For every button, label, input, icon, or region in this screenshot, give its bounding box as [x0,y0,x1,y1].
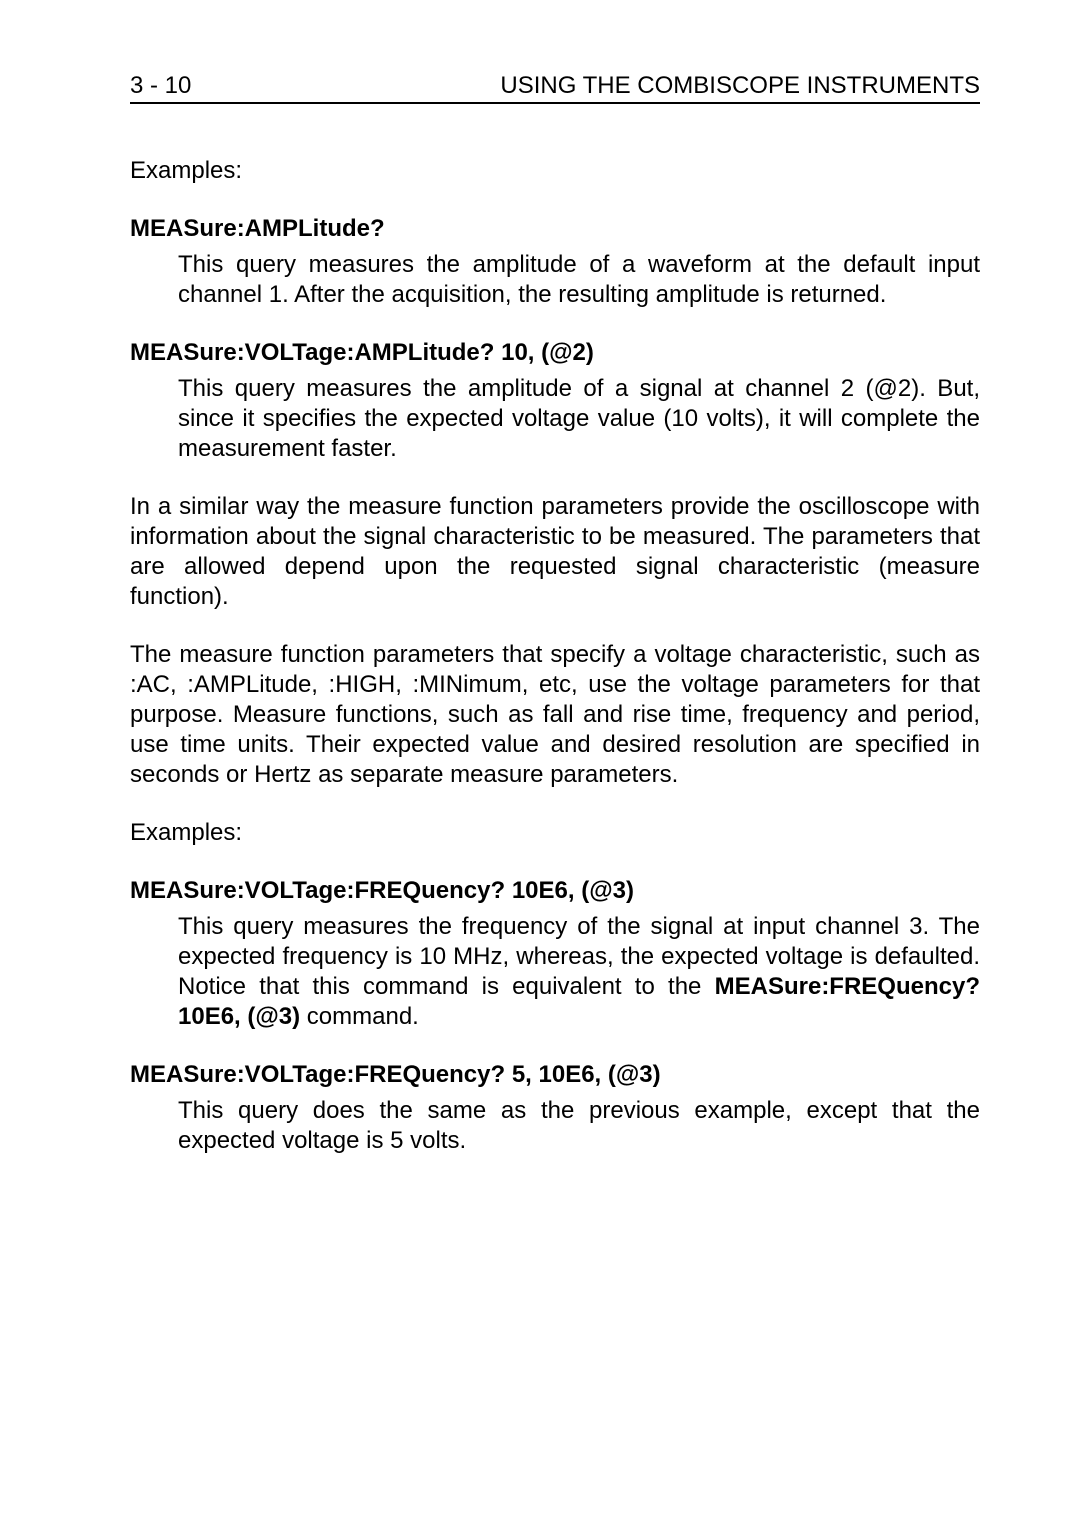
section3-body: This query measures the frequency of the… [130,912,980,1032]
section2-body: This query measures the amplitude of a s… [130,374,980,464]
section4-body: This query does the same as the previous… [130,1096,980,1156]
section1-body: This query measures the amplitude of a w… [130,250,980,310]
page-number: 3 - 10 [130,72,191,100]
paragraph-2: The measure function parameters that spe… [130,640,980,790]
section4-heading: MEASure:VOLTage:FREQuency? 5, 10E6, (@3) [130,1060,980,1090]
examples-label-2: Examples: [130,818,980,848]
section3-heading: MEASure:VOLTage:FREQuency? 10E6, (@3) [130,876,980,906]
page-header: 3 - 10 USING THE COMBISCOPE INSTRUMENTS [130,72,980,104]
chapter-title: USING THE COMBISCOPE INSTRUMENTS [500,72,980,100]
section3-body-after: command. [300,1003,419,1030]
section1-heading: MEASure:AMPLitude? [130,214,980,244]
section2-heading: MEASure:VOLTage:AMPLitude? 10, (@2) [130,338,980,368]
paragraph-1: In a similar way the measure function pa… [130,492,980,612]
page-content: 3 - 10 USING THE COMBISCOPE INSTRUMENTS … [0,0,1080,1156]
examples-label: Examples: [130,156,980,186]
